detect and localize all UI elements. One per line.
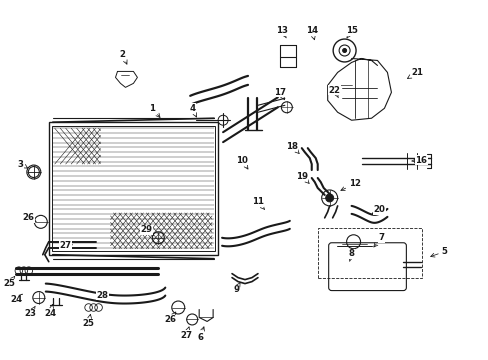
Text: 28: 28 xyxy=(96,291,109,300)
Text: 5: 5 xyxy=(430,247,446,257)
Text: 8: 8 xyxy=(348,249,354,261)
Text: 17: 17 xyxy=(273,88,285,100)
Text: 24: 24 xyxy=(44,304,57,318)
Text: 26: 26 xyxy=(164,312,176,324)
Text: 7: 7 xyxy=(373,233,384,247)
Text: 6: 6 xyxy=(197,327,204,342)
Text: 27: 27 xyxy=(60,241,72,250)
Text: 21: 21 xyxy=(407,68,423,78)
Text: 27: 27 xyxy=(180,327,192,340)
Bar xyxy=(317,228,422,278)
Text: 2: 2 xyxy=(119,50,127,64)
Text: 29: 29 xyxy=(140,225,153,235)
Text: 23: 23 xyxy=(25,306,37,318)
Text: 9: 9 xyxy=(233,282,240,294)
Text: 25: 25 xyxy=(82,314,94,328)
Bar xyxy=(52,126,214,251)
Text: 24: 24 xyxy=(11,294,23,304)
Text: 22: 22 xyxy=(328,86,340,98)
Text: 14: 14 xyxy=(305,26,317,40)
Circle shape xyxy=(325,194,333,202)
Text: 19: 19 xyxy=(295,171,308,183)
Text: 10: 10 xyxy=(236,156,247,169)
Text: 25: 25 xyxy=(3,276,15,288)
Text: 15: 15 xyxy=(345,26,357,38)
Text: 18: 18 xyxy=(285,141,299,153)
Text: 13: 13 xyxy=(275,26,287,38)
Circle shape xyxy=(342,49,346,53)
Bar xyxy=(49,122,218,255)
Text: 16: 16 xyxy=(411,156,427,165)
Text: 12: 12 xyxy=(340,180,360,190)
Text: 20: 20 xyxy=(371,206,385,215)
Text: 11: 11 xyxy=(251,197,264,209)
Text: 4: 4 xyxy=(189,104,196,117)
Text: 1: 1 xyxy=(149,104,160,117)
Text: 3: 3 xyxy=(18,159,28,168)
Text: 26: 26 xyxy=(23,213,36,222)
